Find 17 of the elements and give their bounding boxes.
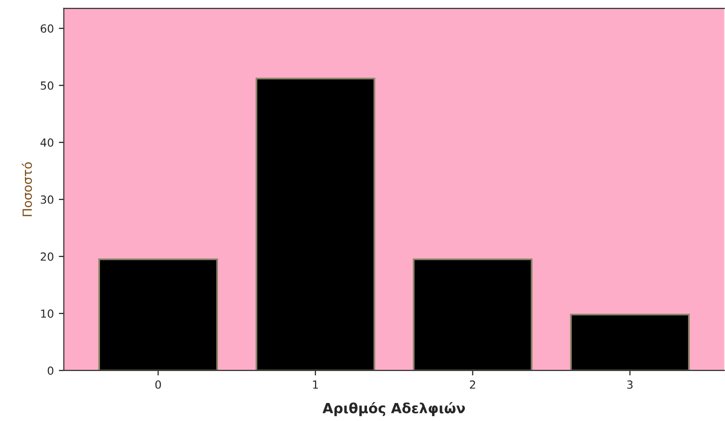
y-tick-label: 0 xyxy=(48,366,54,375)
y-tick-label: 60 xyxy=(40,24,54,33)
y-tick-label: 20 xyxy=(40,252,54,261)
y-tick-label: 40 xyxy=(40,138,54,147)
x-tick-label: 0 xyxy=(155,380,161,389)
x-axis-title: Αριθμός Αδελφιών xyxy=(322,402,465,416)
y-tick-label: 10 xyxy=(41,309,54,318)
bar xyxy=(256,78,376,370)
y-axis-title: Ποσοστό xyxy=(22,162,32,216)
y-tick-label: 30 xyxy=(40,195,54,204)
bar xyxy=(98,258,218,370)
y-tick-label: 50 xyxy=(40,81,54,90)
bar xyxy=(570,314,690,370)
x-tick-label: 2 xyxy=(470,380,476,389)
x-tick-label: 1 xyxy=(313,380,318,389)
bar xyxy=(412,258,532,370)
x-tick-label: 3 xyxy=(627,380,633,389)
